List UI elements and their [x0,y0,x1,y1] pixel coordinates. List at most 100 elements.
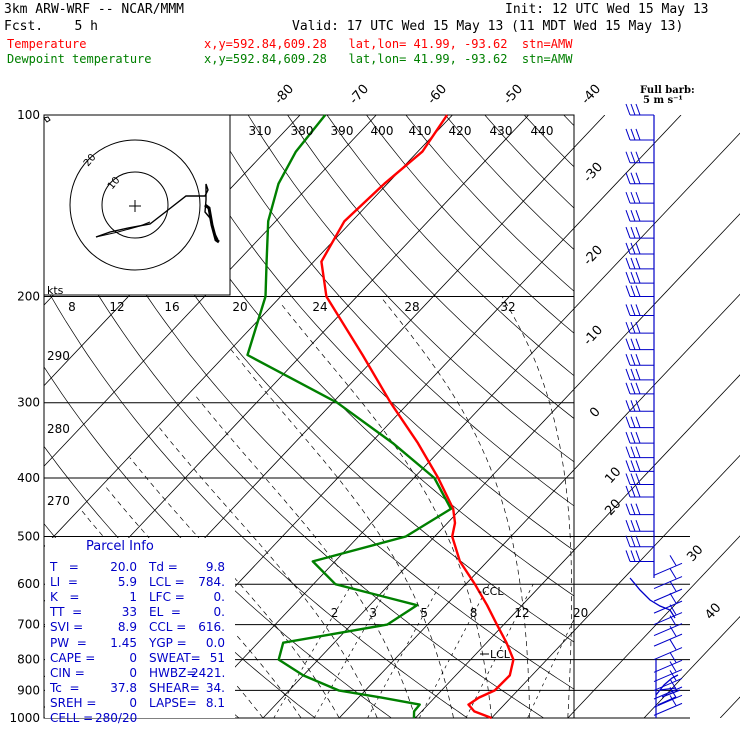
wind-barb-shaft [653,686,683,700]
dry-adiabat [50,115,574,690]
wind-barb [625,416,654,429]
wind-barb-feather [669,670,677,681]
wind-barbs [625,103,683,718]
wind-barb-feather [669,568,677,579]
wind-barb-feather [635,431,641,444]
hodograph-axis-label: 16 [164,300,179,314]
hodograph-ring-outer [69,139,201,271]
wind-barb-feather [625,172,631,184]
moist-adiabat [129,457,340,718]
wind-barb [625,550,654,562]
theta-label: 410 [409,124,432,138]
wind-barb-surface-cluster [655,674,681,706]
wind-barb-feather [669,592,677,604]
isotherm-label: -80 [272,82,297,108]
parcel-param-value: 51 [209,650,225,665]
theta-label: 440 [531,124,554,138]
wind-barb [625,446,654,459]
wind-barb-shaft [653,702,683,716]
wind-barb-feather [625,242,631,255]
wind-barb-feather [635,473,641,485]
dry-adiabat [405,115,574,292]
wind-barb-feather [635,400,641,412]
temperature-legend-info: x,y=592.84,609.28 lat,lon= 41.99, -93.62… [204,37,573,51]
parcel-param-label: K = [50,590,80,605]
wind-barb-feather [630,400,636,412]
isotherm-line [44,115,453,548]
hodograph-box [43,114,231,296]
pressure-tick-label: 300 [17,396,40,410]
dry-adiabat [682,115,740,718]
wind-barb-feather [630,416,636,428]
hodograph-unit-label: kts [47,284,64,297]
hodograph-ring-inner [101,171,169,239]
wind-barb-feather [630,446,636,458]
pressure-tick-label: 500 [17,529,40,543]
dry-adiabat [44,283,468,718]
parcel-info-panel: Parcel Info T = 20.0 Td = 9.8 LI = 5.9 LCL = 78… [45,538,235,725]
wind-barb-feather [635,172,641,184]
isotherm-label: -60 [425,82,450,108]
parcel-param-value: 0 [129,650,137,665]
parcel-param-label: T = [50,560,79,574]
wind-barb [625,368,654,381]
mixing-ratio-line [367,584,441,718]
wind-barb-feather [669,604,677,615]
wind-barb [625,103,654,116]
parcel-param-value: 37.8 [110,680,137,695]
wind-barb-feather [635,191,641,204]
parcel-param-label: HWBZ= [149,665,197,680]
hodograph-axis-label: 24 [312,300,327,314]
parcel-param-value: 1 [129,590,137,605]
wind-barb-feather [625,191,631,204]
parcel-param-value: 0.0 [205,635,225,650]
parcel-param-value: 9.8 [205,560,225,574]
hodograph-axis-label: 20 [232,300,247,314]
wind-barb [625,210,654,222]
pressure-tick-label: 700 [17,618,40,632]
wind-barb-feather [630,242,636,255]
wind-barb-shaft [653,669,683,682]
sounding-traces [246,114,515,720]
dry-adiabat [287,115,574,419]
pressure-tick-label: 200 [17,290,40,304]
mixing-ratio-label: 3 [369,606,377,620]
isotherm-line [44,115,377,467]
wind-barb-feather [635,128,641,141]
wind-barb-feather [630,191,636,204]
wind-barb-feather [625,128,631,141]
wind-barb [625,473,654,486]
isotherm-label: -50 [501,82,526,108]
wind-barb [625,191,654,204]
dewpoint-legend-label: Dewpoint temperature [7,52,152,66]
wind-barb [625,151,654,164]
wind-barb-feather [635,321,641,334]
wind-barb-feather [625,503,631,515]
parcel-param-label: EL = [149,605,181,620]
parcel-param-label: SVI = [50,620,84,635]
pressure-tick-label: 400 [17,471,40,485]
wind-barb [625,257,654,270]
wind-barb-feather [630,304,636,316]
wind-barb-feather [625,368,631,381]
moist-adiabat [159,427,378,718]
wind-barb-feather [625,304,631,316]
wind-barb-feather [669,615,677,626]
wind-barb-feather [625,226,631,239]
wind-barb-feather [630,368,636,381]
wind-barb-shaft [653,588,683,602]
wind-barb-feather [635,460,641,472]
wind-barb-feather [625,485,631,498]
isotherm-label: 40 [702,600,724,622]
isotherm-line [338,293,740,718]
dry-adiabat [208,115,574,507]
isotherm-label: 30 [684,542,706,564]
theta-label: 430 [490,124,513,138]
theta-left-label: 280 [47,422,70,436]
isotherm-label: -30 [581,160,606,186]
wind-barb [625,520,654,532]
wind-barb-feather [625,257,631,270]
wind-barb-shaft [653,647,683,661]
dry-adiabat [129,115,574,597]
